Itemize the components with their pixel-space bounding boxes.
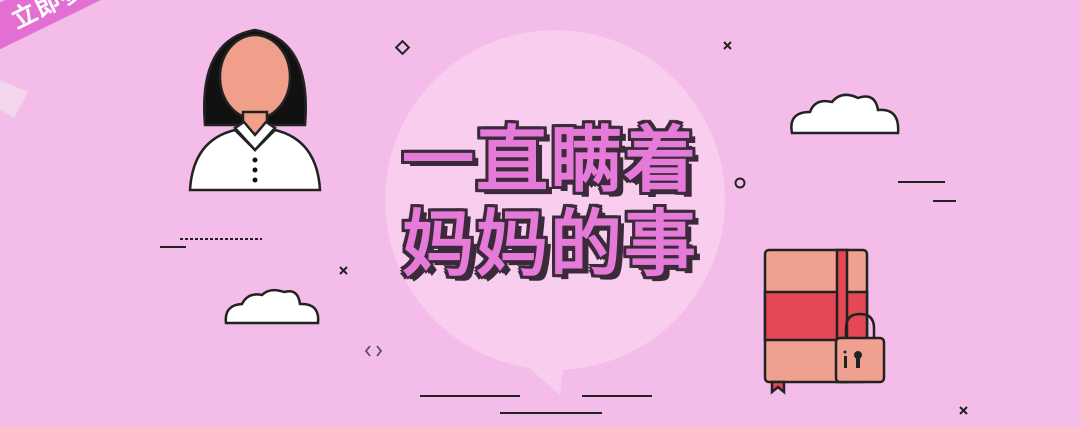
cross-sparkle-icon <box>339 41 968 415</box>
title-line-1: 一直瞒着 <box>401 118 698 202</box>
ribbon-fold-icon <box>0 80 28 118</box>
woman-avatar-icon <box>188 28 322 192</box>
diamond-sparkle-icon <box>394 39 411 56</box>
decorative-lines <box>160 181 956 414</box>
banner-title: 一直瞒着 妈妈的事 <box>360 118 740 286</box>
title-line-2: 妈妈的事 <box>401 202 698 286</box>
padlock-icon <box>834 312 886 384</box>
code-brackets-icon <box>364 345 383 357</box>
cloud-icon <box>224 288 320 325</box>
speech-bubble <box>385 30 725 395</box>
circle-sparkle-icon <box>734 177 746 189</box>
cloud-icon <box>790 93 900 135</box>
